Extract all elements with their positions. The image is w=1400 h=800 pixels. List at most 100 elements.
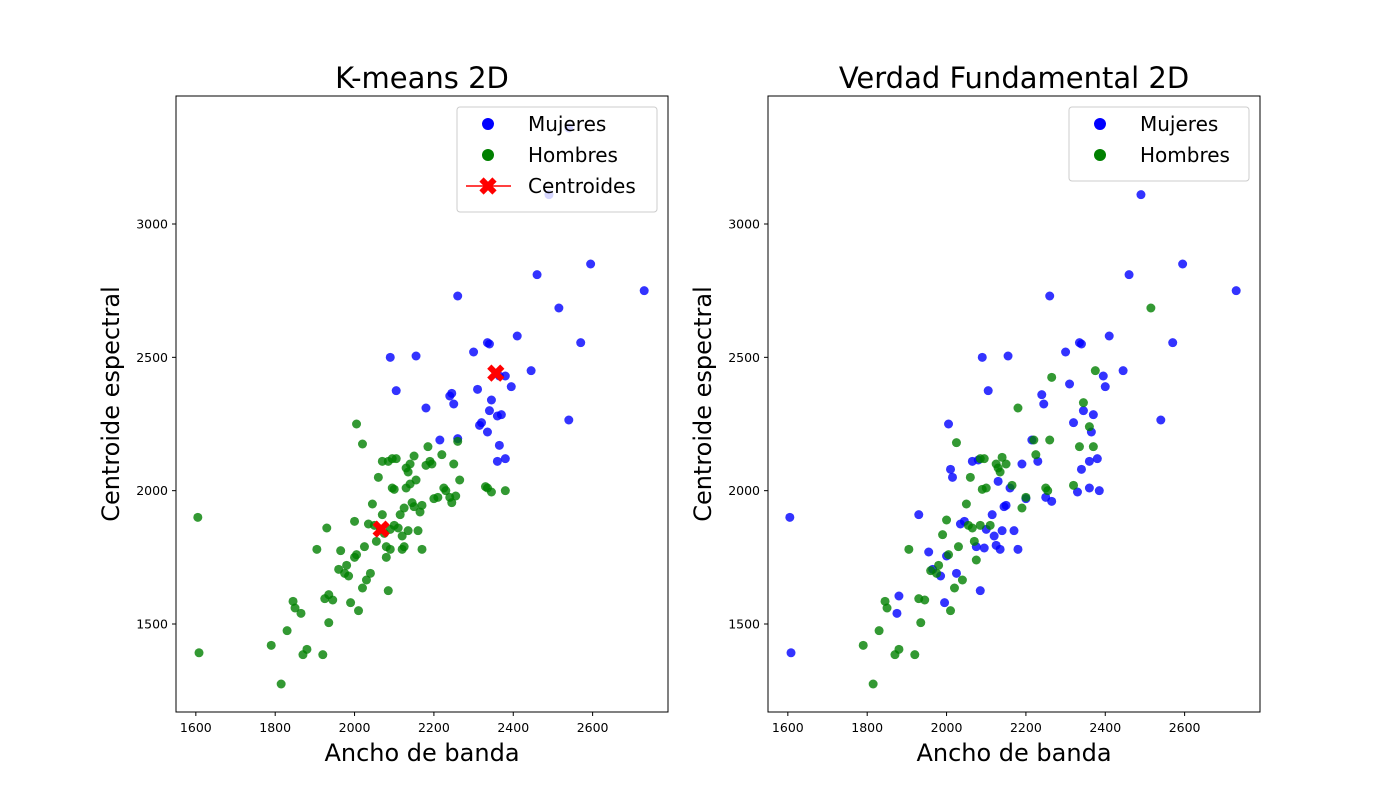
point-hombres (365, 568, 375, 578)
point-mujeres (983, 386, 993, 396)
x-tick-label: 2000 (931, 720, 963, 735)
point-hombres (1078, 398, 1088, 408)
point-hombres (882, 603, 892, 613)
point-hombres (951, 438, 961, 448)
legend-label: Centroides (528, 174, 636, 198)
point-hombres (324, 618, 334, 628)
point-mujeres (1047, 496, 1057, 506)
point-hombres (403, 467, 413, 477)
point-hombres (403, 526, 413, 536)
point-hombres (858, 640, 868, 650)
point-mujeres (453, 291, 463, 301)
y-tick-label: 2500 (728, 350, 760, 365)
chart-title: K-means 2D (335, 61, 509, 95)
x-tick-label: 1600 (772, 720, 804, 735)
point-hombres (381, 552, 391, 562)
point-mujeres (447, 388, 457, 398)
point-hombres (312, 544, 322, 554)
point-hombres (413, 526, 423, 536)
point-hombres (1047, 372, 1057, 382)
point-hombres (357, 583, 367, 593)
point-mujeres (391, 386, 401, 396)
point-mujeres (576, 338, 586, 348)
y-tick-label: 1500 (728, 617, 760, 632)
point-mujeres (554, 303, 564, 313)
chart-title: Verdad Fundamental 2D (839, 61, 1189, 95)
point-mujeres (914, 510, 924, 520)
point-hombres (953, 542, 963, 552)
point-hombres (1031, 450, 1041, 460)
point-hombres (409, 502, 419, 512)
point-hombres (367, 499, 377, 509)
kmeans-panel: K-means 2D 1600 1800 2000 2200 2400 2600 1500 20… (97, 61, 669, 767)
point-hombres (910, 650, 920, 660)
point-mujeres (564, 415, 574, 425)
point-hombres (995, 467, 1005, 477)
x-axis-label: Ancho de banda (916, 739, 1111, 767)
point-mujeres (512, 331, 522, 341)
point-mujeres (473, 384, 483, 394)
point-hombres (969, 536, 979, 546)
point-hombres (336, 546, 346, 556)
point-mujeres (449, 399, 459, 409)
point-mujeres (1013, 544, 1023, 554)
point-hombres (377, 510, 387, 520)
point-hombres (328, 595, 338, 605)
point-hombres (916, 618, 926, 628)
point-mujeres (989, 531, 999, 541)
point-mujeres (1003, 351, 1013, 361)
point-mujeres (435, 435, 445, 445)
point-hombres (371, 536, 381, 546)
point-hombres (282, 626, 292, 636)
point-hombres (981, 483, 991, 493)
point-mujeres (1136, 190, 1146, 200)
point-mujeres (948, 472, 957, 482)
point-mujeres (1094, 486, 1104, 496)
legend: Mujeres Hombres (1068, 106, 1250, 182)
point-hombres (1088, 442, 1098, 452)
point-hombres (194, 648, 204, 658)
point-mujeres (1065, 379, 1075, 389)
point-hombres (352, 419, 362, 429)
point-mujeres (892, 608, 902, 618)
legend-label: Mujeres (528, 112, 606, 136)
legend: Mujeres Hombres Centroides (456, 106, 658, 213)
point-hombres (423, 442, 433, 452)
point-mujeres (946, 464, 956, 474)
plot-area-frame (175, 95, 669, 713)
point-mujeres (1124, 270, 1134, 280)
point-hombres (361, 575, 371, 585)
point-hombres (373, 472, 383, 482)
point-hombres (447, 498, 457, 508)
point-hombres (391, 454, 401, 464)
point-mujeres (494, 440, 504, 450)
legend-marker-mujeres (482, 118, 494, 130)
point-hombres (946, 606, 956, 616)
point-hombres (1074, 442, 1084, 452)
point-hombres (904, 544, 914, 554)
point-mujeres (1037, 390, 1047, 400)
point-hombres (433, 492, 443, 502)
point-mujeres (1001, 500, 1011, 510)
point-hombres (350, 552, 360, 562)
point-hombres (1045, 435, 1055, 445)
point-hombres (346, 598, 356, 608)
point-hombres (868, 679, 878, 689)
point-hombres (350, 516, 360, 526)
point-hombres (486, 487, 496, 497)
point-hombres (302, 644, 312, 654)
points-layer (193, 123, 649, 689)
point-mujeres (586, 259, 596, 269)
point-mujeres (482, 427, 492, 437)
point-hombres (409, 451, 419, 461)
point-mujeres (475, 420, 485, 430)
point-mujeres (506, 382, 516, 392)
x-tick-label: 1600 (180, 720, 212, 735)
point-hombres (965, 472, 975, 482)
point-mujeres (1084, 456, 1094, 466)
point-hombres (971, 555, 981, 565)
point-mujeres (1076, 464, 1086, 474)
point-mujeres (1168, 338, 1178, 348)
point-mujeres (484, 339, 494, 349)
